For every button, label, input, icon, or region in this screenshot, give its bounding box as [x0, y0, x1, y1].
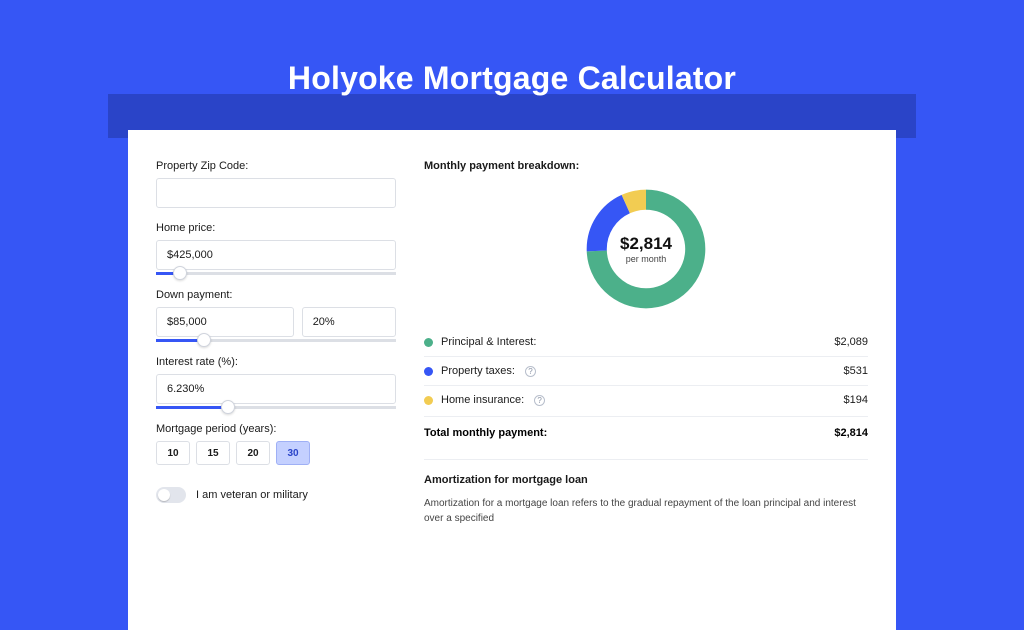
home-price-label: Home price: — [156, 222, 396, 234]
info-icon[interactable]: ? — [534, 395, 545, 406]
donut-chart-wrap: $2,814 per month — [424, 180, 868, 328]
veteran-toggle[interactable] — [156, 487, 186, 503]
slider-thumb[interactable] — [197, 333, 211, 347]
home-price-input[interactable] — [156, 240, 396, 270]
period-button-10[interactable]: 10 — [156, 441, 190, 465]
legend-label-ins: Home insurance: — [441, 394, 524, 406]
zip-input[interactable] — [156, 178, 396, 208]
interest-rate-slider[interactable] — [156, 406, 396, 409]
period-button-20[interactable]: 20 — [236, 441, 270, 465]
down-payment-label: Down payment: — [156, 289, 396, 301]
home-price-slider[interactable] — [156, 272, 396, 275]
period-button-15[interactable]: 15 — [196, 441, 230, 465]
legend-value-tax: $531 — [844, 365, 868, 377]
down-payment-slider[interactable] — [156, 339, 396, 342]
interest-rate-input[interactable] — [156, 374, 396, 404]
amortization-block: Amortization for mortgage loan Amortizat… — [424, 459, 868, 526]
down-payment-percent-input[interactable] — [302, 307, 396, 337]
total-value: $2,814 — [834, 427, 868, 439]
calculator-card: Property Zip Code: Home price: Down paym… — [128, 130, 896, 630]
inputs-column: Property Zip Code: Home price: Down paym… — [156, 152, 396, 608]
page-title: Holyoke Mortgage Calculator — [0, 0, 1024, 97]
amortization-title: Amortization for mortgage loan — [424, 474, 868, 486]
legend-label-pi: Principal & Interest: — [441, 336, 536, 348]
slider-thumb[interactable] — [173, 266, 187, 280]
legend-value-pi: $2,089 — [834, 336, 868, 348]
legend-dot-tax — [424, 367, 433, 376]
zip-label: Property Zip Code: — [156, 160, 396, 172]
legend-label-tax: Property taxes: — [441, 365, 515, 377]
period-button-30[interactable]: 30 — [276, 441, 310, 465]
interest-rate-label: Interest rate (%): — [156, 356, 396, 368]
toggle-knob — [158, 489, 170, 501]
total-row: Total monthly payment: $2,814 — [424, 416, 868, 453]
slider-thumb[interactable] — [221, 400, 235, 414]
veteran-toggle-label: I am veteran or military — [196, 489, 308, 501]
legend-dot-pi — [424, 338, 433, 347]
total-label: Total monthly payment: — [424, 427, 547, 439]
down-payment-amount-input[interactable] — [156, 307, 294, 337]
period-button-group: 10152030 — [156, 441, 396, 465]
legend-row-pi: Principal & Interest: $2,089 — [424, 328, 868, 357]
amortization-body: Amortization for a mortgage loan refers … — [424, 496, 868, 526]
info-icon[interactable]: ? — [525, 366, 536, 377]
legend-value-ins: $194 — [844, 394, 868, 406]
donut-sublabel: per month — [626, 254, 667, 264]
period-label: Mortgage period (years): — [156, 423, 396, 435]
legend-row-ins: Home insurance:? $194 — [424, 386, 868, 414]
breakdown-column: Monthly payment breakdown: $2,814 per mo… — [424, 152, 868, 608]
legend-dot-ins — [424, 396, 433, 405]
breakdown-title: Monthly payment breakdown: — [424, 160, 868, 172]
donut-amount: $2,814 — [620, 234, 672, 254]
legend-row-tax: Property taxes:? $531 — [424, 357, 868, 386]
donut-chart: $2,814 per month — [581, 184, 711, 314]
